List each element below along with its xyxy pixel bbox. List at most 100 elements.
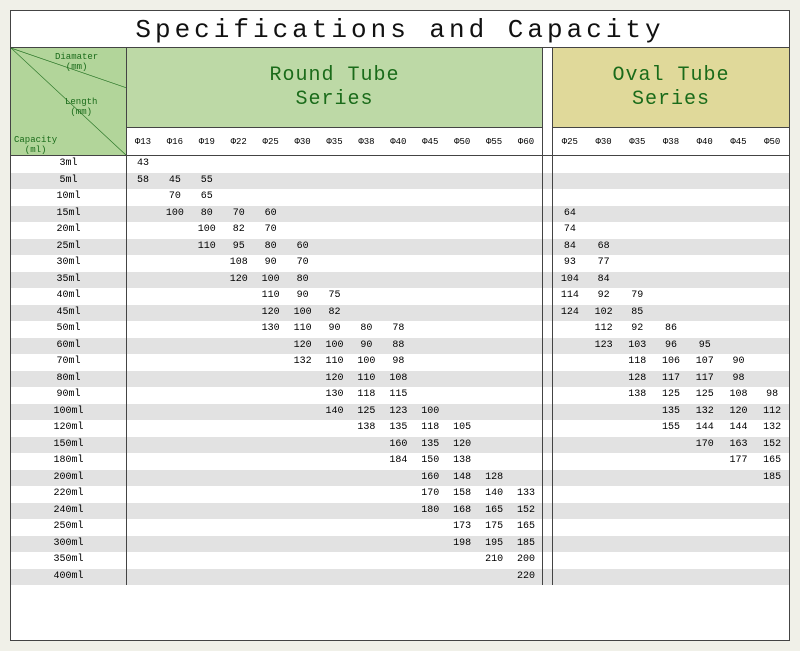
data-cell: 98 — [382, 354, 414, 371]
data-cell — [755, 206, 789, 223]
data-cell — [446, 354, 478, 371]
data-cell — [319, 569, 351, 586]
data-cell — [319, 206, 351, 223]
data-cell: 185 — [755, 470, 789, 487]
capacity-cell: 3ml — [11, 156, 126, 173]
data-cell — [478, 569, 510, 586]
data-cell — [223, 321, 255, 338]
data-cell — [191, 552, 223, 569]
data-cell — [127, 354, 159, 371]
data-cell — [191, 255, 223, 272]
data-cell — [510, 189, 542, 206]
data-cell — [446, 404, 478, 421]
data-cell: 90 — [255, 255, 287, 272]
data-cell — [287, 437, 319, 454]
data-cell: 170 — [688, 437, 722, 454]
diameter-cell: Φ38 — [654, 128, 688, 155]
data-cell — [223, 305, 255, 322]
data-cell — [382, 173, 414, 190]
data-cell — [159, 404, 191, 421]
data-cell: 118 — [350, 387, 382, 404]
data-cell — [478, 453, 510, 470]
capacity-cell: 350ml — [11, 552, 126, 569]
data-cell — [587, 503, 621, 520]
data-cell — [722, 206, 756, 223]
data-cell — [223, 437, 255, 454]
data-cell — [587, 371, 621, 388]
data-cell — [191, 486, 223, 503]
data-cell — [654, 189, 688, 206]
data-cell — [319, 536, 351, 553]
data-cell: 103 — [620, 338, 654, 355]
data-cell — [159, 503, 191, 520]
data-cell — [755, 239, 789, 256]
table-row: 184150138 — [127, 453, 542, 470]
data-cell — [159, 552, 191, 569]
data-cell — [255, 519, 287, 536]
data-cell — [127, 272, 159, 289]
data-cell — [478, 305, 510, 322]
data-cell — [191, 321, 223, 338]
data-cell: 130 — [319, 387, 351, 404]
data-cell — [127, 470, 159, 487]
data-cell — [478, 189, 510, 206]
data-cell — [287, 387, 319, 404]
data-cell — [159, 321, 191, 338]
data-cell: 84 — [553, 239, 587, 256]
data-cell: 150 — [414, 453, 446, 470]
data-cell: 120 — [446, 437, 478, 454]
data-cell — [319, 255, 351, 272]
data-cell — [223, 486, 255, 503]
data-cell — [654, 569, 688, 586]
data-cell: 55 — [191, 173, 223, 190]
table-row: 180168165152 — [127, 503, 542, 520]
data-cell — [688, 255, 722, 272]
data-cell — [688, 173, 722, 190]
data-cell — [446, 272, 478, 289]
data-cell: 170 — [414, 486, 446, 503]
data-cell — [587, 387, 621, 404]
data-cell — [159, 536, 191, 553]
data-cell — [620, 453, 654, 470]
data-cell — [127, 552, 159, 569]
data-cell — [191, 272, 223, 289]
data-cell — [255, 189, 287, 206]
data-cell: 95 — [223, 239, 255, 256]
data-cell — [755, 189, 789, 206]
data-cell: 70 — [255, 222, 287, 239]
data-cell — [510, 305, 542, 322]
data-cell: 92 — [620, 321, 654, 338]
table-row — [553, 552, 789, 569]
data-cell — [382, 519, 414, 536]
data-cell — [620, 437, 654, 454]
data-cell — [223, 387, 255, 404]
data-cell — [620, 519, 654, 536]
data-cell — [159, 437, 191, 454]
data-cell: 132 — [755, 420, 789, 437]
data-cell — [587, 189, 621, 206]
data-cell — [587, 156, 621, 173]
data-cell — [688, 305, 722, 322]
data-cell: 75 — [319, 288, 351, 305]
data-cell — [255, 486, 287, 503]
capacity-cell: 5ml — [11, 173, 126, 190]
data-cell — [688, 206, 722, 223]
table-row: 210200 — [127, 552, 542, 569]
capacity-cell: 80ml — [11, 371, 126, 388]
data-cell — [446, 569, 478, 586]
data-cell — [620, 486, 654, 503]
data-cell — [159, 453, 191, 470]
data-cell — [127, 420, 159, 437]
spec-table-page: Specifications and Capacity Diamater(mm)… — [10, 10, 790, 641]
table-row — [553, 156, 789, 173]
diameter-cell: Φ55 — [478, 128, 510, 155]
data-cell — [553, 354, 587, 371]
data-cell: 80 — [287, 272, 319, 289]
data-cell: 144 — [688, 420, 722, 437]
data-cell — [553, 404, 587, 421]
data-cell — [587, 404, 621, 421]
data-cell — [654, 173, 688, 190]
data-cell — [127, 387, 159, 404]
data-cell — [382, 222, 414, 239]
data-cell — [510, 222, 542, 239]
